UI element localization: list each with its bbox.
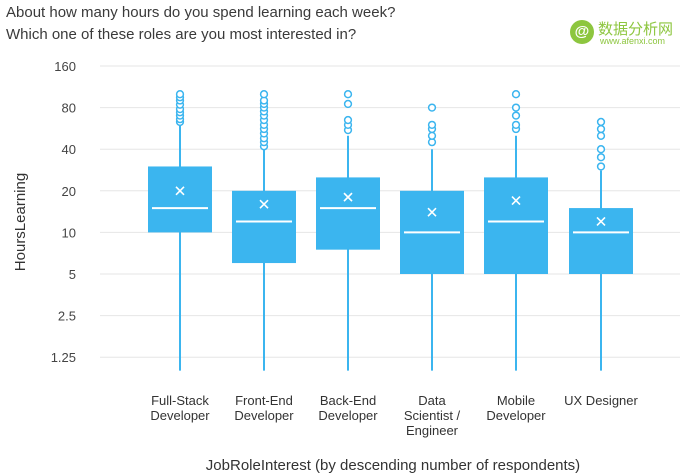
y-tick-label: 5 (69, 267, 76, 282)
x-tick-label: Scientist / (404, 408, 461, 423)
box-iqr (569, 208, 633, 274)
outlier-point (343, 115, 353, 125)
mean-marker (259, 199, 269, 209)
outlier-point (427, 120, 437, 130)
box-iqr (484, 177, 548, 274)
y-tick-label: 40 (62, 142, 76, 157)
outlier-point (427, 103, 437, 112)
mean-marker (596, 216, 606, 227)
chart-title-line-2: Which one of these roles are you most in… (6, 26, 357, 43)
box-iqr (232, 190, 296, 264)
box-iqr (148, 166, 212, 233)
chart-title-line-1: About how many hours do you spend learni… (6, 4, 396, 21)
outlier-point (259, 90, 269, 99)
x-tick-label: Mobile (497, 393, 535, 408)
outlier-point (343, 99, 353, 109)
box-iqr (316, 177, 380, 250)
outlier-point (511, 90, 521, 99)
y-tick-label: 20 (62, 184, 76, 199)
x-tick-label: Full-Stack (151, 393, 209, 408)
x-tick-label: Data (418, 393, 446, 408)
outlier-point (511, 103, 521, 112)
x-tick-label: Front-End (235, 393, 293, 408)
y-tick-label: 2.5 (58, 309, 76, 324)
watermark-at-icon: @ (570, 20, 594, 44)
outlier-point (596, 145, 606, 154)
y-axis-label: HoursLearning (12, 173, 29, 271)
outlier-point (596, 124, 606, 134)
mean-marker (511, 195, 521, 206)
mean-marker (427, 207, 437, 217)
outlier-point (175, 90, 185, 99)
outlier-point (511, 120, 521, 130)
outlier-point (511, 111, 521, 120)
x-tick-label: Developer (318, 408, 378, 423)
y-tick-label: 10 (62, 225, 76, 240)
outlier-point (596, 153, 606, 162)
watermark-logo: @ 数据分析网 www.afenxi.com (570, 18, 684, 48)
y-tick-label: 160 (54, 59, 76, 74)
outlier-point (596, 162, 606, 171)
watermark-text: 数据分析网 (598, 20, 674, 38)
watermark-url: www.afenxi.com (600, 36, 666, 46)
outlier-point (596, 117, 606, 127)
mean-marker (343, 192, 353, 202)
x-tick-label: Back-End (320, 393, 376, 408)
x-axis-label: JobRoleInterest (by descending number of… (206, 457, 580, 474)
y-tick-label: 80 (62, 101, 76, 116)
x-tick-label: UX Designer (564, 393, 638, 408)
outlier-point (596, 131, 606, 140)
x-tick-label: Developer (234, 408, 294, 423)
outlier-point (343, 90, 353, 99)
outlier-point (427, 131, 437, 140)
mean-marker (175, 186, 185, 196)
x-tick-label: Developer (150, 408, 210, 423)
x-tick-label: Developer (486, 408, 546, 423)
x-tick-label: Engineer (406, 423, 459, 438)
y-tick-label: 1.25 (51, 350, 76, 365)
